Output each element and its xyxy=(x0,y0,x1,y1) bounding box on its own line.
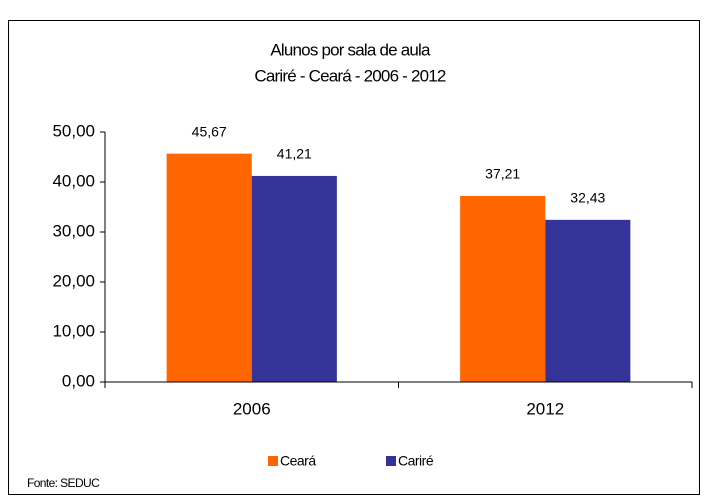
source-note: Fonte: SEDUC xyxy=(27,476,100,490)
legend-swatch xyxy=(268,456,278,466)
bar xyxy=(251,175,337,382)
legend-label: Cariré xyxy=(398,453,434,469)
bar xyxy=(545,219,631,382)
legend-label: Ceará xyxy=(280,453,316,469)
chart-subtitle: Cariré - Ceará - 2006 - 2012 xyxy=(254,66,445,85)
bar xyxy=(460,195,546,382)
bar xyxy=(166,153,252,382)
y-tick-label: 50,00 xyxy=(52,121,95,140)
x-tick-label: 2006 xyxy=(233,399,271,418)
chart-title: Alunos por sala de aula xyxy=(270,40,431,59)
value-label: 41,21 xyxy=(277,146,312,162)
legend-swatch xyxy=(386,456,396,466)
y-tick-label: 20,00 xyxy=(52,271,95,290)
y-tick-label: 40,00 xyxy=(52,171,95,190)
y-tick-label: 30,00 xyxy=(52,221,95,240)
y-tick-label: 10,00 xyxy=(52,321,95,340)
value-label: 45,67 xyxy=(192,123,227,139)
value-label: 37,21 xyxy=(485,166,520,182)
y-tick-label: 0,00 xyxy=(62,371,95,390)
value-label: 32,43 xyxy=(570,190,605,206)
x-tick-label: 2012 xyxy=(526,399,564,418)
